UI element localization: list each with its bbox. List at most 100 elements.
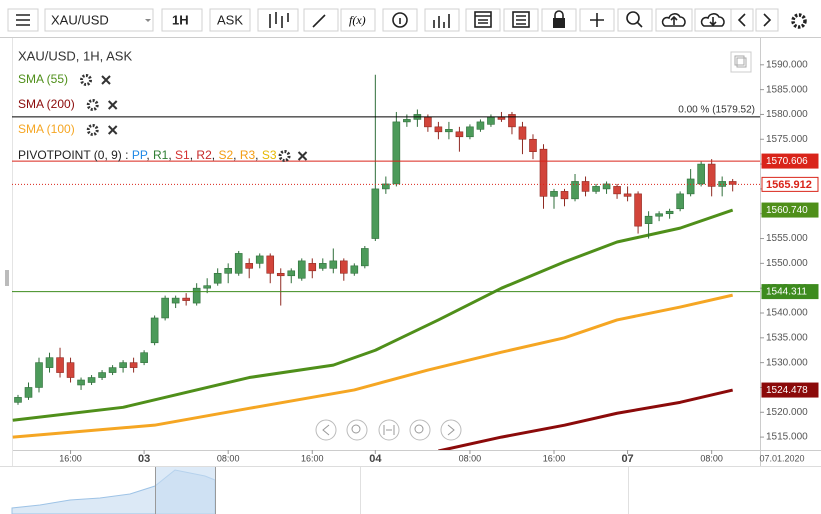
candle-body [276, 272, 285, 277]
download-button[interactable] [694, 8, 732, 32]
scroll-left-button[interactable] [730, 8, 754, 32]
candle-body [56, 357, 64, 373]
y-tick-label: 1585.000 [766, 84, 808, 95]
remove-icon[interactable] [107, 125, 118, 135]
plot-area [12, 74, 737, 450]
price-tag-bg [761, 176, 819, 192]
settings-button[interactable] [791, 13, 807, 29]
candle-body [213, 272, 222, 284]
candle-body [665, 210, 674, 215]
info-button[interactable] [382, 8, 418, 32]
candle-body [634, 193, 642, 227]
candle-body [66, 362, 75, 378]
y-tick-label: 1580.000 [766, 109, 808, 120]
settings-icon[interactable] [278, 150, 291, 162]
x-tick-label: 16:00 [301, 453, 324, 463]
price-tag-bg [761, 284, 819, 300]
period-select[interactable]: 1H [161, 8, 203, 32]
candle-body [434, 126, 443, 133]
pivot-component: R1 [153, 148, 169, 162]
candle-body [592, 186, 600, 192]
price-tag: 1570.606 [766, 156, 808, 167]
navigator[interactable] [11, 467, 629, 514]
y-tick-label: 1550.000 [766, 258, 808, 269]
settings-icon[interactable] [86, 124, 99, 136]
candle-body [487, 116, 495, 125]
side-select[interactable]: ASK [209, 8, 251, 32]
pivot-separator: , [146, 148, 149, 162]
candle-body [455, 131, 464, 138]
candle-body [697, 163, 705, 185]
y-tick-label: 1515.000 [766, 432, 808, 443]
candle-body [119, 362, 127, 368]
scroll-right-button[interactable] [755, 8, 779, 32]
pan-left[interactable] [315, 419, 337, 441]
candle-body [529, 138, 537, 152]
collapse-button[interactable] [730, 51, 752, 73]
period: 1H [172, 12, 189, 27]
crosshair-button[interactable] [579, 8, 615, 32]
zoom-in[interactable] [409, 419, 431, 441]
pivot-component: PP [132, 148, 148, 162]
symbol-select[interactable]: XAU/USD [44, 8, 154, 32]
y-tick-label: 1535.000 [766, 332, 808, 343]
indicator-button[interactable]: f(x) [340, 8, 376, 32]
x-tick-label: 07 [621, 453, 633, 465]
chart-type-button[interactable] [257, 8, 299, 32]
candle-body [329, 260, 338, 269]
resize-handle[interactable] [5, 270, 9, 286]
candle-body [182, 297, 190, 301]
candle-body [192, 287, 201, 304]
settings-icon[interactable] [86, 99, 99, 111]
pivot-component: R2 [196, 148, 212, 162]
price-tag: 1560.740 [766, 205, 808, 216]
candle-body [613, 186, 621, 195]
x-tick-label: 04 [369, 453, 382, 465]
candle-body [87, 377, 96, 383]
lock-button[interactable] [541, 8, 577, 32]
candle-body [445, 129, 453, 133]
candle-body [581, 181, 590, 192]
chart-controls [315, 419, 462, 441]
y-tick-label: 1530.000 [766, 357, 808, 368]
volume-button[interactable] [424, 8, 460, 32]
candle-body [45, 357, 54, 368]
candle-body [623, 193, 632, 197]
x-tick-label: 16:00 [543, 453, 566, 463]
candle-body [108, 367, 117, 373]
zoom-button[interactable] [617, 8, 653, 32]
pan-right[interactable] [440, 419, 462, 441]
x-tick-label: 16:00 [59, 453, 82, 463]
calendar-button[interactable] [465, 8, 501, 32]
candle-body [24, 387, 33, 398]
candle-body [318, 263, 327, 269]
settings-icon[interactable] [80, 74, 93, 86]
upload-button[interactable] [655, 8, 693, 32]
candle-body [255, 255, 264, 264]
pivot-separator: , [190, 148, 193, 162]
y-tick-label: 1575.000 [766, 134, 808, 145]
candle-body [476, 121, 485, 130]
candle-body [224, 268, 232, 274]
draw-button[interactable] [303, 8, 339, 32]
settings-icon-hole [84, 78, 88, 82]
pivot-separator: , [212, 148, 215, 162]
details-button[interactable] [503, 8, 539, 32]
price-tag-bg [761, 382, 819, 398]
x-tick-label: 08:00 [700, 453, 723, 463]
candle-body [571, 181, 579, 200]
remove-icon[interactable] [101, 75, 111, 85]
candle-body [129, 362, 138, 368]
pivot-component: R3 [240, 148, 256, 162]
candle-body [171, 297, 180, 304]
candle-body [297, 260, 306, 279]
candle-body [518, 126, 527, 140]
remove-icon[interactable] [297, 151, 308, 161]
remove-icon[interactable] [107, 100, 118, 110]
pivot-component: S1 [175, 148, 190, 162]
menu-button[interactable] [7, 8, 39, 32]
zoom-out[interactable] [346, 419, 368, 441]
candle-body [424, 116, 432, 128]
candle-body [98, 372, 106, 378]
